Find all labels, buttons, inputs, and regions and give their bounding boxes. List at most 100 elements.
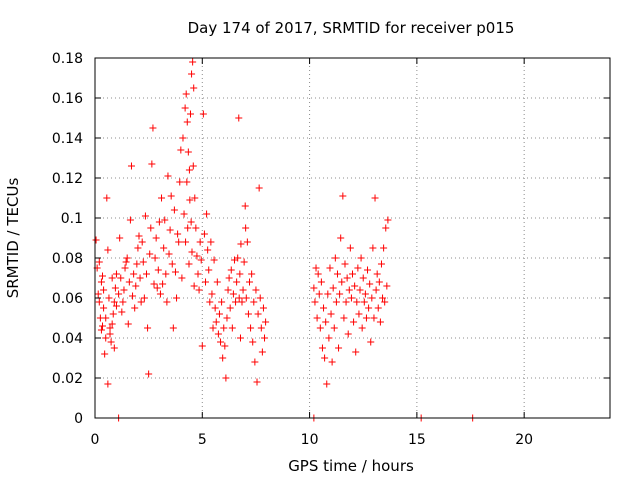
- data-point: [155, 218, 163, 226]
- data-point: [369, 244, 377, 252]
- data-point: [135, 232, 143, 240]
- data-point: [183, 178, 191, 186]
- data-point: [322, 318, 330, 326]
- data-point: [187, 218, 195, 226]
- data-point: [199, 110, 207, 118]
- data-point: [223, 314, 231, 322]
- data-point: [104, 246, 112, 254]
- data-point: [311, 298, 319, 306]
- data-point: [102, 314, 110, 322]
- data-point: [359, 274, 367, 282]
- data-point: [372, 286, 380, 294]
- data-point: [351, 282, 359, 290]
- data-point: [183, 118, 191, 126]
- data-point: [323, 380, 331, 388]
- data-point: [136, 274, 144, 282]
- data-point: [368, 294, 376, 302]
- data-point: [329, 284, 337, 292]
- data-point: [178, 274, 186, 282]
- data-point: [249, 338, 257, 346]
- data-point: [130, 270, 138, 278]
- data-point: [367, 338, 375, 346]
- data-point: [361, 290, 369, 298]
- data-point: [358, 324, 366, 332]
- data-point: [115, 290, 123, 298]
- data-point: [321, 354, 329, 362]
- data-point: [331, 254, 339, 262]
- tick-labels: 0 0.02 0.04 0.06 0.08 0.1 0.12 0.14 0.16 0.18 0 5 10…: [52, 51, 533, 448]
- data-point: [337, 234, 345, 242]
- data-point: [336, 290, 344, 298]
- data-point: [224, 286, 232, 294]
- data-point: [316, 324, 324, 332]
- data-point: [344, 330, 352, 338]
- data-point: [197, 256, 205, 264]
- data-point: [140, 294, 148, 302]
- data-point: [341, 260, 349, 268]
- data-point: [131, 304, 139, 312]
- data-point: [206, 298, 214, 306]
- data-point: [171, 268, 179, 276]
- data-point: [365, 304, 373, 312]
- data-point: [139, 258, 147, 266]
- data-point: [235, 294, 243, 302]
- data-point: [254, 310, 262, 318]
- data-point: [214, 330, 222, 338]
- data-point: [101, 350, 109, 358]
- data-point: [122, 258, 130, 266]
- data-point: [116, 234, 124, 242]
- data-point: [215, 310, 223, 318]
- data-point: [108, 320, 116, 328]
- data-point: [106, 330, 114, 338]
- data-point: [210, 256, 218, 264]
- data-point: [126, 216, 134, 224]
- data-point: [189, 162, 197, 170]
- data-point: [138, 238, 146, 246]
- data-point: [190, 282, 198, 290]
- data-point: [383, 282, 391, 290]
- data-point: [185, 260, 193, 268]
- data-point: [205, 266, 213, 274]
- data-point: [119, 298, 127, 306]
- data-point: [164, 172, 172, 180]
- data-point: [189, 58, 197, 66]
- data-point: [105, 294, 113, 302]
- data-point: [203, 210, 211, 218]
- y-tick-label: 0.06: [52, 291, 83, 307]
- x-tick-label: 20: [515, 432, 533, 448]
- data-point: [227, 266, 235, 274]
- y-tick-label: 0.16: [52, 91, 83, 107]
- data-point: [111, 284, 119, 292]
- chart-title: Day 174 of 2017, SRMTID for receiver p01…: [188, 19, 515, 37]
- data-point: [375, 278, 383, 286]
- data-point: [182, 238, 190, 246]
- data-point: [160, 244, 168, 252]
- data-point: [103, 194, 111, 202]
- data-point: [219, 354, 227, 362]
- data-point: [326, 264, 334, 272]
- data-point: [211, 304, 219, 312]
- data-point: [376, 318, 384, 326]
- x-axis-label: GPS time / hours: [288, 457, 414, 475]
- data-point: [314, 270, 322, 278]
- data-point: [235, 114, 243, 122]
- data-point: [343, 274, 351, 282]
- data-point: [357, 254, 365, 262]
- data-point: [377, 260, 385, 268]
- data-point: [364, 266, 372, 274]
- data-point: [185, 166, 193, 174]
- data-point: [349, 270, 356, 278]
- data-point: [117, 274, 125, 282]
- data-point: [120, 286, 128, 294]
- data-point: [207, 238, 215, 246]
- data-point: [193, 252, 201, 260]
- grid-lines: [95, 58, 610, 418]
- data-point: [259, 304, 267, 312]
- data-point: [165, 250, 173, 258]
- data-point: [127, 162, 135, 170]
- data-point: [212, 318, 220, 326]
- data-point: [184, 148, 192, 156]
- data-point: [243, 238, 251, 246]
- data-point: [129, 292, 137, 300]
- data-point: [330, 324, 338, 332]
